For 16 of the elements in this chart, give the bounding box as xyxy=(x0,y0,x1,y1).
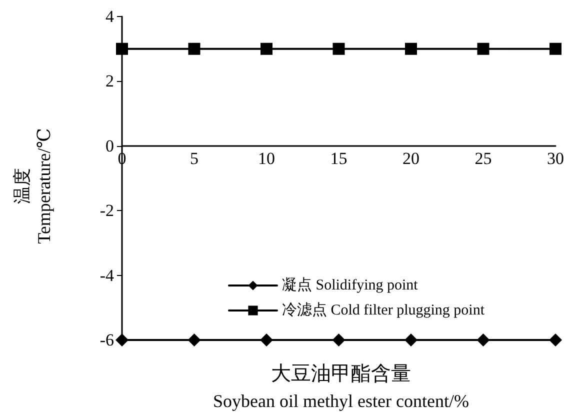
y-tick-label: 0 xyxy=(106,136,114,156)
x-tick-label: 5 xyxy=(190,148,198,168)
x-tick-label: 20 xyxy=(402,148,420,168)
x-tick-label: 15 xyxy=(330,148,348,168)
legend-label: 凝点 Solidifying point xyxy=(282,276,419,294)
y-tick-label: -6 xyxy=(100,330,114,350)
y-tick-label: 4 xyxy=(106,7,114,26)
y-tick-label: -2 xyxy=(100,201,114,220)
x-tick-label: 30 xyxy=(547,148,564,168)
x-tick-label: 10 xyxy=(258,148,275,168)
y-tick-label: 2 xyxy=(106,72,114,91)
y-axis-title: 温度 Temperature/℃ xyxy=(12,128,54,244)
x-tick-label: 25 xyxy=(474,148,492,168)
legend-label: 冷滤点 Cold filter plugging point xyxy=(282,302,486,318)
y-tick-label: -4 xyxy=(100,266,114,285)
x-axis-title: 大豆油甲酯含量 Soybean oil methyl ester content/% xyxy=(213,363,469,411)
